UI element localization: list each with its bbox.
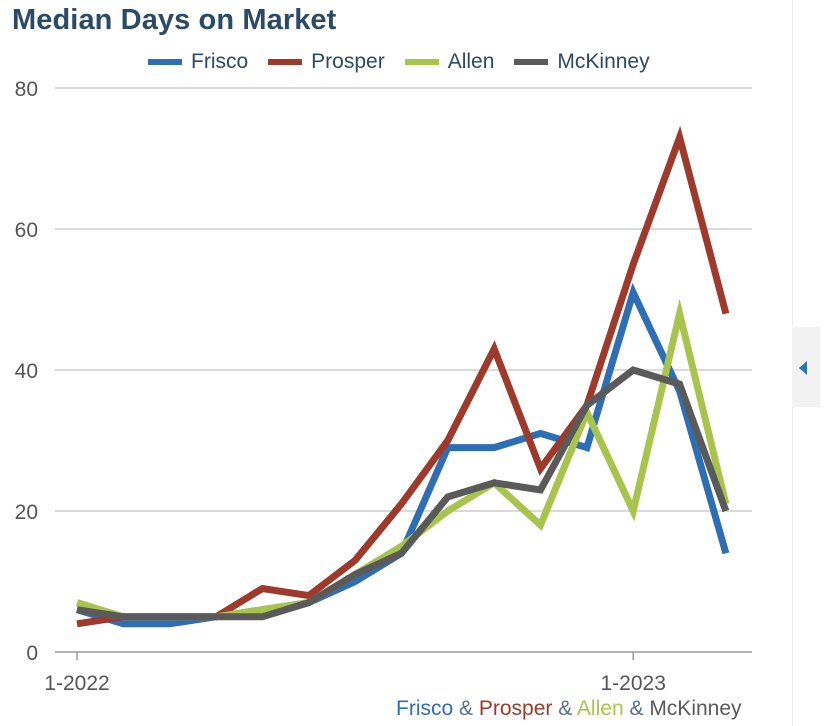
y-tick-label: 20 bbox=[15, 501, 38, 524]
footer-part-allen: Allen bbox=[576, 697, 624, 720]
y-tick-label: 40 bbox=[15, 360, 38, 383]
side-panel-toggle[interactable] bbox=[792, 327, 820, 407]
x-tick-label: 1-2022 bbox=[44, 672, 109, 695]
line-chart: 0 20 40 60 80 1-2022 1-2023 bbox=[15, 78, 752, 695]
legend-swatch-frisco bbox=[148, 59, 182, 65]
legend-label-allen: Allen bbox=[447, 50, 495, 73]
chart-legend: Frisco Prosper Allen McKinney bbox=[148, 48, 670, 76]
legend-item-mckinney[interactable]: McKinney bbox=[514, 50, 650, 74]
legend-label-mckinney: McKinney bbox=[557, 50, 650, 73]
legend-swatch-prosper bbox=[268, 59, 303, 65]
footer-part-prosper: Prosper bbox=[478, 697, 553, 720]
footer-caption: Frisco & Prosper & Allen & McKinney bbox=[396, 697, 742, 721]
footer-separator: & bbox=[623, 697, 650, 720]
legend-item-frisco[interactable]: Frisco bbox=[148, 50, 248, 74]
y-tick-label: 80 bbox=[15, 78, 38, 101]
footer-part-mckinney: McKinney bbox=[649, 697, 742, 720]
chevron-left-icon bbox=[799, 361, 807, 375]
footer-separator: & bbox=[552, 697, 577, 720]
legend-label-prosper: Prosper bbox=[311, 50, 385, 73]
legend-swatch-allen bbox=[404, 59, 439, 65]
series-line-frisco bbox=[75, 282, 730, 628]
series-line-allen bbox=[75, 298, 730, 621]
y-tick-label: 60 bbox=[15, 219, 38, 242]
footer-part-frisco: Frisco bbox=[396, 697, 454, 720]
series-line-mckinney bbox=[76, 366, 730, 621]
legend-swatch-mckinney bbox=[514, 59, 549, 65]
chart-title: Median Days on Market bbox=[12, 4, 337, 36]
legend-label-frisco: Frisco bbox=[191, 50, 249, 73]
x-tick-label: 1-2023 bbox=[601, 672, 666, 695]
footer-separator: & bbox=[453, 697, 479, 720]
y-tick-label: 0 bbox=[26, 642, 38, 665]
legend-item-prosper[interactable]: Prosper bbox=[268, 50, 385, 74]
legend-item-allen[interactable]: Allen bbox=[404, 50, 495, 74]
